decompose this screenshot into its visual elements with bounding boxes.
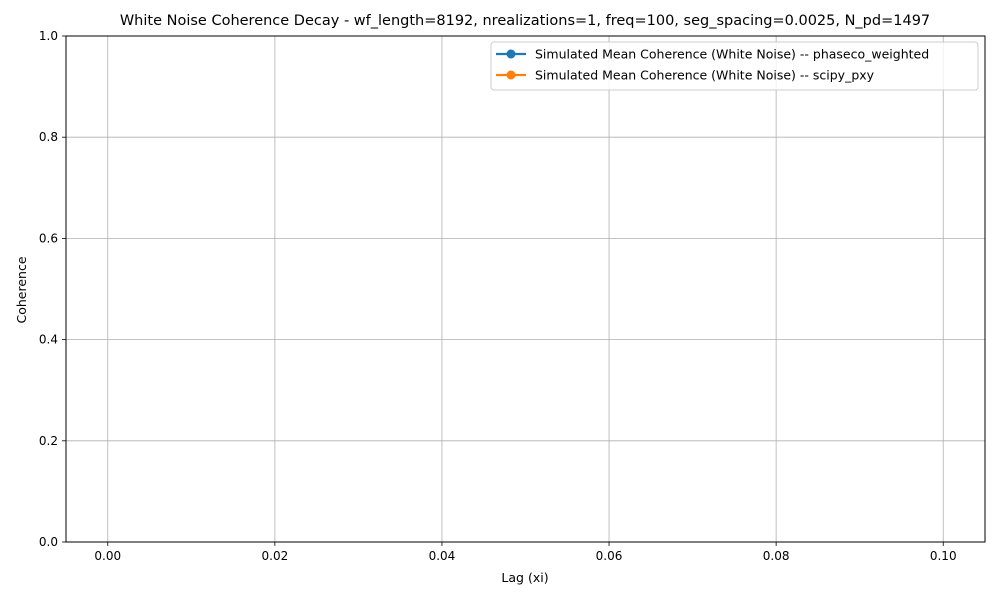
legend-marker <box>506 49 516 59</box>
axes-frame <box>65 35 986 543</box>
legend-entries: Simulated Mean Coherence (White Noise) -… <box>496 47 929 83</box>
legend-box <box>490 41 979 91</box>
legend-marker <box>506 70 516 80</box>
y-tick-label: 1.0 <box>39 29 58 43</box>
x-axis-ticks: 0.00 0.02 0.04 0.06 0.08 0.10 <box>94 542 957 563</box>
x-tick-label: 0.06 <box>596 549 623 563</box>
y-tick-label: 0.6 <box>39 231 58 245</box>
x-tick-label: 0.10 <box>930 549 957 563</box>
legend-label: Simulated Mean Coherence (White Noise) -… <box>535 68 875 83</box>
y-tick-label: 0.0 <box>39 535 58 549</box>
y-axis-label: Coherence <box>14 256 29 323</box>
x-axis-label: Lag (xi) <box>501 570 548 585</box>
legend-label: Simulated Mean Coherence (White Noise) -… <box>535 47 929 62</box>
x-tick-label: 0.08 <box>763 549 790 563</box>
x-tick-label: 0.00 <box>94 549 121 563</box>
y-tick-label: 0.8 <box>39 130 58 144</box>
y-axis-ticks: 0.0 0.2 0.4 0.6 0.8 1.0 <box>39 29 66 549</box>
y-tick-label: 0.4 <box>39 333 58 347</box>
y-tick-label: 0.2 <box>39 434 58 448</box>
x-tick-label: 0.02 <box>262 549 289 563</box>
x-tick-label: 0.04 <box>429 549 456 563</box>
legend: Simulated Mean Coherence (White Noise) -… <box>490 41 979 91</box>
chart-title: White Noise Coherence Decay - wf_length=… <box>120 13 930 29</box>
